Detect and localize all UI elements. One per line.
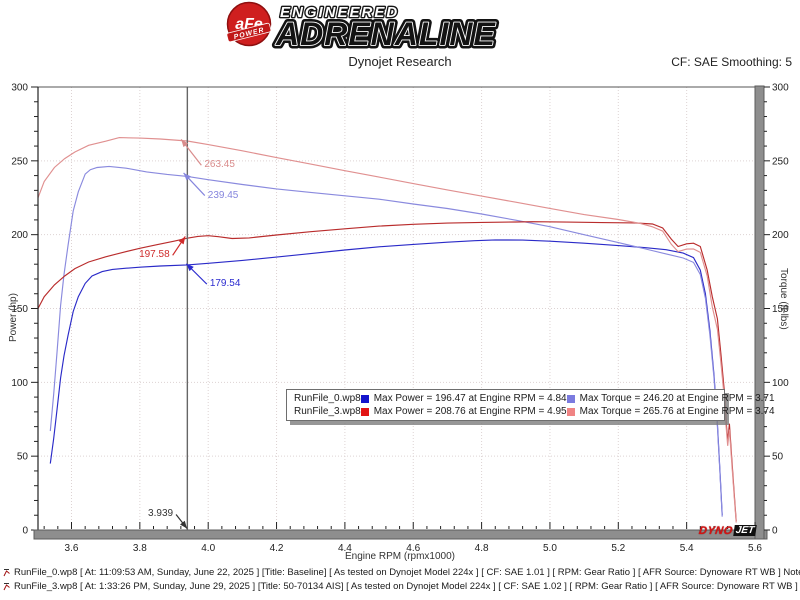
brand-adrenaline-outline: ADRENALINE xyxy=(275,16,496,50)
legend-box: RunFile_0.wp8 Max Power = 196.47 at Engi… xyxy=(286,389,775,421)
right-axis-bar xyxy=(754,85,765,540)
afe-power-logo: aFe POWER xyxy=(226,1,272,47)
cursor-value-power-run0: 179.54 xyxy=(209,278,241,290)
correction-factor-label: CF: SAE Smoothing: 5 xyxy=(671,55,792,69)
runfile-icon xyxy=(3,582,10,590)
power-swatch-red xyxy=(360,407,369,416)
right-tick-label: 300 xyxy=(772,83,789,94)
x-tick-label: 4.4 xyxy=(338,543,352,554)
brand-engineered-text: ENGINEERED xyxy=(280,4,399,21)
left-tick-label: 200 xyxy=(11,230,28,241)
cursor-arrow-head xyxy=(178,236,186,245)
right-tick-label: 0 xyxy=(772,526,778,537)
brand-adrenaline-text: ADRENALINE xyxy=(275,16,496,50)
x-tick-label: 4.2 xyxy=(270,543,284,554)
x-tick-label: 3.8 xyxy=(133,543,147,554)
legend-runfile0-max-torque: Max Torque = 246.20 at Engine RPM = 3.71 xyxy=(579,393,775,404)
right-tick-label: 100 xyxy=(772,378,789,389)
right-tick-label: 250 xyxy=(772,156,789,167)
curve-runfile0-power xyxy=(49,239,723,516)
x-tick-label: 5.4 xyxy=(680,543,694,554)
right-tick-label: 200 xyxy=(772,230,789,241)
cursor-value-power-run3: 197.58 xyxy=(139,249,170,261)
left-tick-label: 250 xyxy=(11,156,28,167)
right-tick-label: 50 xyxy=(772,452,784,463)
legend-runfile3-name: RunFile_3.wp8 xyxy=(294,406,361,417)
x-tick-label: 4.6 xyxy=(406,543,420,554)
torque-swatch-lightred xyxy=(566,407,575,416)
x-axis-label: Engine RPM (rpmx1000) xyxy=(344,551,456,562)
left-tick-label: 0 xyxy=(22,526,28,537)
legend-row-runfile0: RunFile_0.wp8 Max Power = 196.47 at Engi… xyxy=(287,392,775,405)
legend-runfile3-max-power: Max Power = 208.76 at Engine RPM = 4.95 xyxy=(373,406,567,417)
cursor-value-torque-run3: 263.45 xyxy=(204,159,235,171)
curve-runfile0-torque xyxy=(49,165,723,517)
power-swatch-blue xyxy=(360,394,369,403)
legend-runfile0-max-power: Max Power = 196.47 at Engine RPM = 4.84 xyxy=(373,393,567,404)
curve-runfile3-torque xyxy=(37,137,737,523)
x-tick-label: 5.6 xyxy=(748,543,762,554)
y-axis-label-power: Power (hp) xyxy=(8,293,19,342)
dynojet-logo-dyno: DYNO xyxy=(698,524,734,537)
left-tick-label: 100 xyxy=(11,378,28,389)
y-axis-label-torque: Torque (ft-lbs) xyxy=(778,268,789,330)
run-info-footer: RunFile_0.wp8 [ At: 11:09:53 AM, Sunday,… xyxy=(3,566,800,593)
cursor-arrow-head xyxy=(183,172,191,181)
run-info-text: RunFile_0.wp8 [ At: 11:09:53 AM, Sunday,… xyxy=(14,567,800,578)
afe-brand-logo: aFe POWER ENGINEERED ADRENALINE ADRENALI… xyxy=(226,1,499,50)
run-info-line-runfile0: RunFile_0.wp8 [ At: 11:09:53 AM, Sunday,… xyxy=(3,566,800,580)
bottom-axis-bar xyxy=(33,529,768,540)
legend-runfile0-name: RunFile_0.wp8 xyxy=(294,393,361,404)
cursor-rpm-value: 3.939 xyxy=(148,508,174,520)
page-title: Dynojet Research xyxy=(348,54,452,69)
run-info-text: RunFile_3.wp8 [ At: 1:33:26 PM, Sunday, … xyxy=(14,580,800,592)
dynojet-logo-jet: JET xyxy=(733,525,757,536)
cursor-arrow-head xyxy=(181,139,189,148)
left-tick-label: 300 xyxy=(11,83,28,94)
runfile-icon xyxy=(3,569,10,577)
right-tick-label: 150 xyxy=(772,304,789,315)
x-tick-label: 5.0 xyxy=(543,543,557,554)
cursor-arrow-head xyxy=(186,263,194,272)
x-tick-label: 4.8 xyxy=(475,543,489,554)
left-tick-label: 150 xyxy=(11,304,28,315)
torque-swatch-lightblue xyxy=(566,394,575,403)
cursor-arrow-head xyxy=(180,520,188,529)
legend-runfile3-max-torque: Max Torque = 265.76 at Engine RPM = 3.74 xyxy=(579,406,775,417)
curve-runfile3-power xyxy=(37,221,737,522)
x-tick-label: 5.2 xyxy=(611,543,625,554)
power-ribbon xyxy=(226,22,272,43)
x-tick-label: 4.0 xyxy=(201,543,215,554)
x-tick-label: 3.6 xyxy=(65,543,79,554)
left-tick-label: 50 xyxy=(17,452,29,463)
run-info-line-runfile3: RunFile_3.wp8 [ At: 1:33:26 PM, Sunday, … xyxy=(3,580,800,594)
cursor-value-torque-run0: 239.45 xyxy=(207,189,239,201)
dynojet-logo: DYNO JET xyxy=(698,524,757,537)
legend-row-runfile3: RunFile_3.wp8 Max Power = 208.76 at Engi… xyxy=(287,405,775,418)
